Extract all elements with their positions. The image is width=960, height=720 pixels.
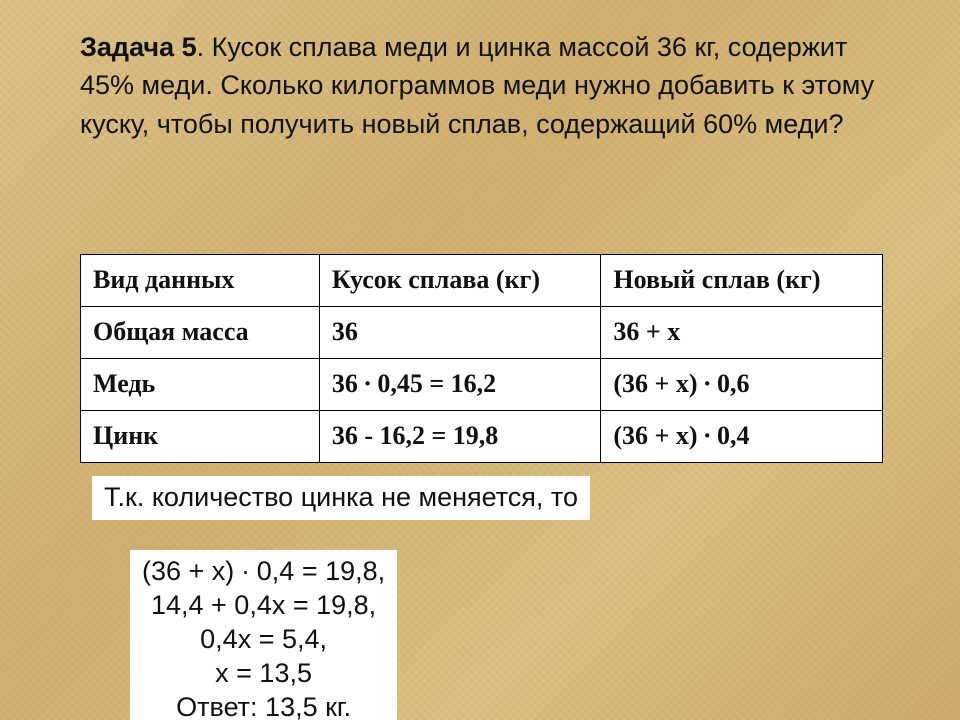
table-cell: 36 - 16,2 = 19,8	[319, 411, 601, 463]
note-box: Т.к. количество цинка не меняется, то	[92, 476, 590, 520]
table-header-cell: Новый сплав (кг)	[601, 255, 883, 307]
table-header-row: Вид данных Кусок сплава (кг) Новый сплав…	[81, 255, 883, 307]
table-header-cell: Вид данных	[81, 255, 320, 307]
table-row: Цинк 36 - 16,2 = 19,8 (36 + х) ∙ 0,4	[81, 411, 883, 463]
problem-body: . Кусок сплава меди и цинка массой 36 кг…	[80, 32, 874, 139]
table-cell: 36 + х	[601, 307, 883, 359]
table-cell-label: Медь	[81, 359, 320, 411]
table-row: Медь 36 ∙ 0,45 = 16,2 (36 + х) ∙ 0,6	[81, 359, 883, 411]
calc-line: х = 13,5	[142, 656, 385, 690]
problem-label: Задача 5	[80, 32, 197, 62]
calc-line: (36 + х) ∙ 0,4 = 19,8,	[142, 554, 385, 588]
table-row: Общая масса 36 36 + х	[81, 307, 883, 359]
calc-line: Ответ: 13,5 кг.	[142, 690, 385, 720]
table-cell: 36	[319, 307, 601, 359]
table-cell: 36 ∙ 0,45 = 16,2	[319, 359, 601, 411]
calc-line: 14,4 + 0,4х = 19,8,	[142, 588, 385, 622]
table-cell: (36 + х) ∙ 0,6	[601, 359, 883, 411]
table-header-cell: Кусок сплава (кг)	[319, 255, 601, 307]
table-cell-label: Цинк	[81, 411, 320, 463]
problem-text: Задача 5. Кусок сплава меди и цинка масс…	[80, 28, 895, 143]
data-table: Вид данных Кусок сплава (кг) Новый сплав…	[80, 254, 883, 463]
table-cell-label: Общая масса	[81, 307, 320, 359]
calc-line: 0,4х = 5,4,	[142, 622, 385, 656]
calc-box: (36 + х) ∙ 0,4 = 19,8, 14,4 + 0,4х = 19,…	[130, 550, 397, 720]
table-cell: (36 + х) ∙ 0,4	[601, 411, 883, 463]
